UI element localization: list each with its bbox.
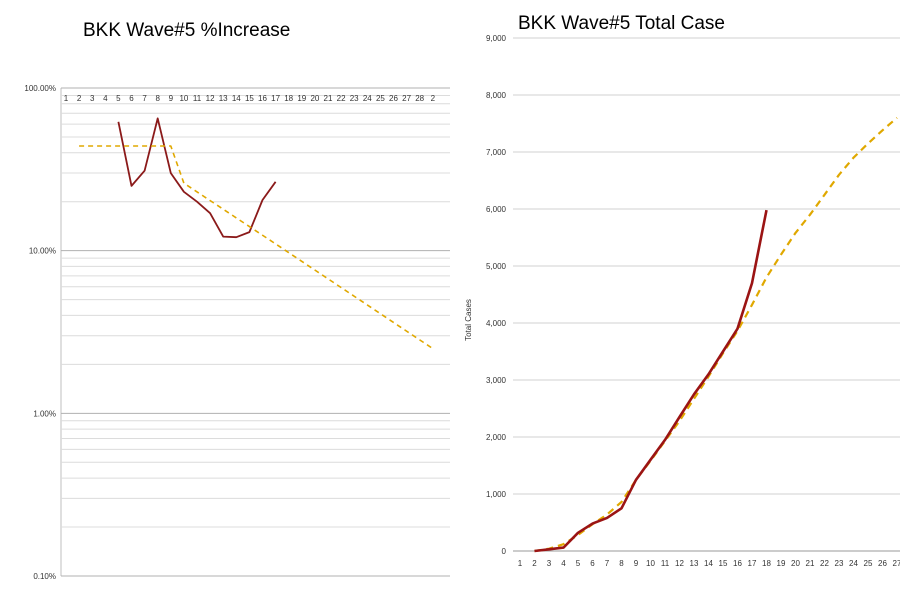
x-tick-label: 4 xyxy=(561,559,566,568)
x-tick-label: 15 xyxy=(719,559,728,568)
x-tick-label: 21 xyxy=(324,94,333,103)
x-tick-label: 18 xyxy=(284,94,293,103)
x-tick-label: 11 xyxy=(661,559,670,568)
x-tick-label: 6 xyxy=(590,559,595,568)
x-tick-label: 25 xyxy=(376,94,385,103)
x-tick-label: 10 xyxy=(646,559,655,568)
x-tick-label: 16 xyxy=(733,559,742,568)
x-tick-label: 3 xyxy=(547,559,552,568)
x-tick-label: 23 xyxy=(350,94,359,103)
x-tick-label: 19 xyxy=(297,94,306,103)
x-tick-label: 7 xyxy=(142,94,147,103)
x-tick-label: 16 xyxy=(258,94,267,103)
x-tick-labels: 1 2 3 4 5 6 7 8 9 10 11 12 13 14 15 16 17 18 19 20 21 22 23 24 2… xyxy=(518,559,900,568)
y-tick-label: 6,000 xyxy=(486,205,507,214)
x-tick-labels: 1 2 3 4 5 6 7 8 9 10 11 12 13 14 15 16 17 18 19 20 21 22 23 24 2… xyxy=(64,94,436,103)
x-tick-label: 14 xyxy=(704,559,713,568)
y-tick-label: 10.00% xyxy=(29,247,56,256)
y-tick-labels: 0.10% 1.00% 10.00% 100.00% xyxy=(24,84,56,581)
x-tick-label: 26 xyxy=(878,559,887,568)
y-axis-label: Total Cases xyxy=(464,299,473,341)
x-tick-label: 7 xyxy=(605,559,610,568)
x-tick-label: 8 xyxy=(155,94,160,103)
x-tick-label: 6 xyxy=(129,94,134,103)
x-tick-label: 1 xyxy=(64,94,69,103)
x-tick-label: 17 xyxy=(271,94,280,103)
x-tick-label: 15 xyxy=(245,94,254,103)
y-tick-label: 3,000 xyxy=(486,376,507,385)
x-tick-label: 26 xyxy=(389,94,398,103)
x-tick-label: 20 xyxy=(310,94,319,103)
y-tick-label: 5,000 xyxy=(486,262,507,271)
x-tick-label: 3 xyxy=(90,94,95,103)
x-tick-label: 5 xyxy=(576,559,581,568)
chart-total-case: BKK Wave#5 Total Case Total Cases 0 1,000… xyxy=(464,13,900,568)
x-tick-label: 12 xyxy=(675,559,684,568)
x-tick-label: 9 xyxy=(169,94,174,103)
series-line-trend xyxy=(534,116,898,553)
x-tick-label: 2 xyxy=(532,559,537,568)
x-tick-label: 27 xyxy=(402,94,411,103)
x-tick-label: 25 xyxy=(864,559,873,568)
x-tick-label: 13 xyxy=(690,559,699,568)
x-tick-label: 13 xyxy=(219,94,228,103)
y-tick-label: 1,000 xyxy=(486,490,507,499)
x-tick-label: 24 xyxy=(363,94,372,103)
x-tick-label: 2 xyxy=(431,94,436,103)
chart-title: BKK Wave#5 %Increase xyxy=(83,20,290,41)
x-tick-label: 5 xyxy=(116,94,121,103)
x-tick-label: 21 xyxy=(806,559,815,568)
x-tick-label: 9 xyxy=(634,559,639,568)
y-tick-label: 0.10% xyxy=(33,572,56,581)
series-line-trend xyxy=(79,145,434,350)
x-tick-label: 22 xyxy=(820,559,829,568)
y-tick-label: 2,000 xyxy=(486,433,507,442)
gridlines xyxy=(60,87,450,577)
x-tick-label: 14 xyxy=(232,94,241,103)
x-tick-label: 27 xyxy=(893,559,900,568)
x-tick-label: 8 xyxy=(619,559,624,568)
x-tick-label: 1 xyxy=(518,559,523,568)
x-tick-label: 20 xyxy=(791,559,800,568)
x-tick-label: 17 xyxy=(748,559,757,568)
series-lines xyxy=(79,117,434,350)
series-line-actual xyxy=(534,209,768,553)
x-tick-label: 24 xyxy=(849,559,858,568)
chart-title: BKK Wave#5 Total Case xyxy=(518,13,725,34)
y-tick-label: 0 xyxy=(502,547,507,556)
x-tick-label: 19 xyxy=(777,559,786,568)
series-line-actual xyxy=(117,117,277,239)
y-tick-label: 100.00% xyxy=(24,84,56,93)
y-tick-label: 9,000 xyxy=(486,34,507,43)
x-tick-label: 11 xyxy=(193,94,202,103)
y-tick-label: 7,000 xyxy=(486,148,507,157)
series-lines xyxy=(534,116,898,553)
x-tick-label: 22 xyxy=(337,94,346,103)
y-tick-label: 4,000 xyxy=(486,319,507,328)
x-tick-label: 4 xyxy=(103,94,108,103)
x-tick-label: 28 xyxy=(415,94,424,103)
x-tick-label: 2 xyxy=(77,94,82,103)
gridlines xyxy=(513,37,900,552)
x-tick-label: 18 xyxy=(762,559,771,568)
y-tick-label: 8,000 xyxy=(486,91,507,100)
chart-percent-increase: BKK Wave#5 %Increase 0.10%1.00%10.00%100… xyxy=(24,20,450,581)
y-tick-labels: 0 1,000 2,000 3,000 4,000 5,000 6,000 7,000 8,00… xyxy=(486,34,507,556)
x-tick-label: 12 xyxy=(206,94,215,103)
y-tick-label: 1.00% xyxy=(33,409,56,418)
x-tick-label: 23 xyxy=(835,559,844,568)
x-tick-label: 10 xyxy=(179,94,188,103)
